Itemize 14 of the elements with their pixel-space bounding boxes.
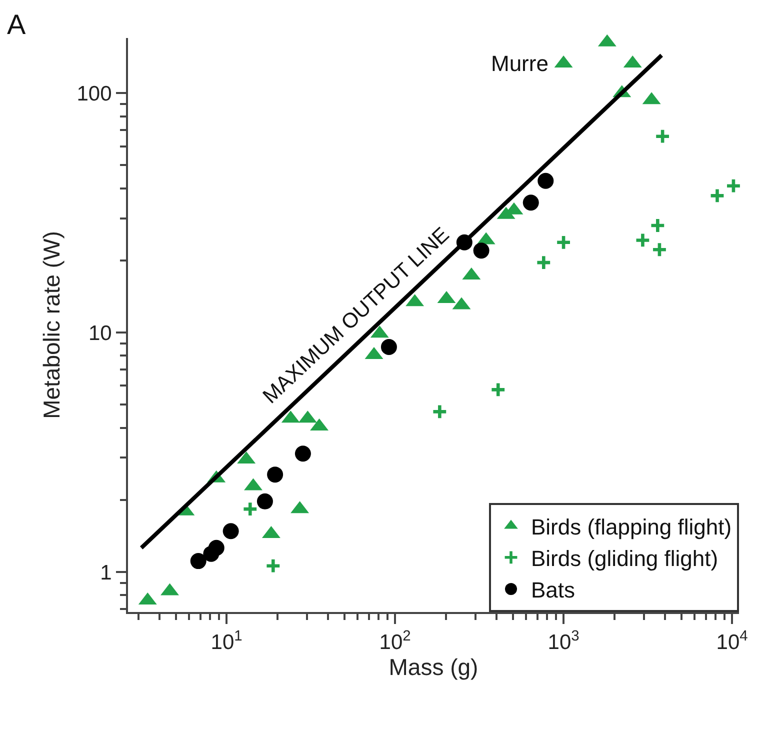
x-tick-label: 10$^{4}$: [716, 628, 748, 654]
y-tick-label: 1: [100, 561, 112, 584]
y-axis-title: Metabolic rate (W): [38, 231, 65, 419]
legend-label: Bats: [531, 578, 576, 603]
x-tick-label: 10$^{2}$: [379, 628, 411, 654]
x-axis-title: Mass (g): [388, 654, 478, 680]
x-tick-label: 10$^{3}$: [548, 628, 580, 654]
y-tick-label: 10: [88, 322, 112, 345]
x-tick-label: 10$^{1}$: [210, 628, 242, 654]
text: A: [7, 9, 26, 40]
y-tick-label: 100: [76, 82, 112, 106]
annotation: Murre: [491, 51, 548, 76]
legend-label: Birds (flapping flight): [531, 514, 732, 540]
legend-label: Birds (gliding flight): [531, 546, 718, 571]
